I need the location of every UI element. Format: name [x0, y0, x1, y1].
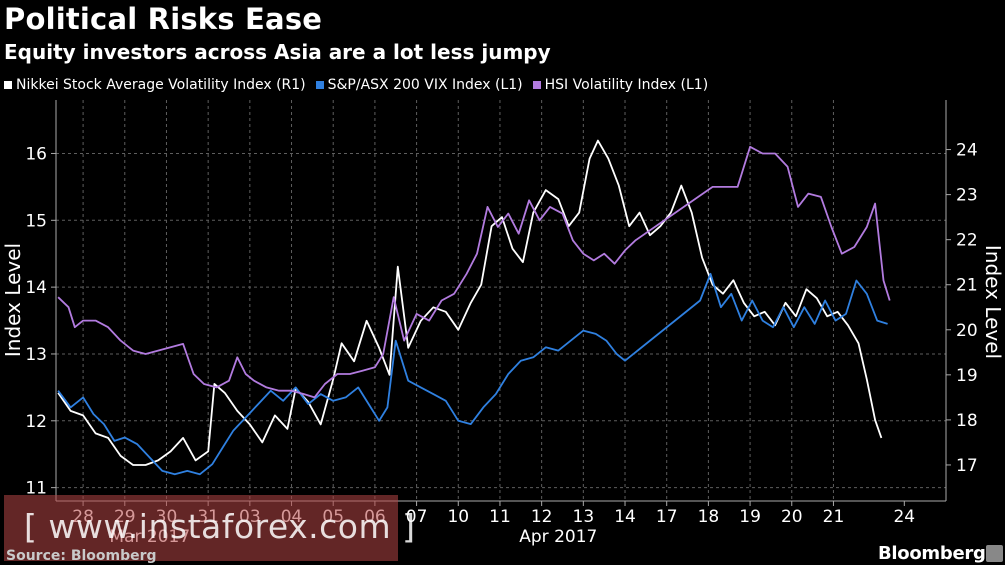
- y-tick-label-right: 17: [956, 456, 978, 476]
- legend-item-nikkei[interactable]: Nikkei Stock Average Volatility Index (R…: [4, 77, 306, 93]
- brand-logo: Bloomberg: [878, 543, 986, 564]
- y-tick-label-left: 13: [25, 345, 47, 365]
- y-tick-label-left: 12: [25, 412, 47, 432]
- watermark: [ www.instaforex.com ]: [4, 495, 415, 561]
- x-month-label: Apr 2017: [519, 527, 597, 547]
- x-tick-label: 12: [531, 507, 553, 527]
- legend-label-nikkei: Nikkei Stock Average Volatility Index (R…: [16, 77, 306, 93]
- brand-mark-icon: [986, 545, 1003, 562]
- y-tick-label-right: 20: [956, 321, 978, 341]
- y-tick-label-left: 11: [25, 479, 47, 499]
- x-tick-label: 24: [893, 507, 915, 527]
- y-axis-title-left: Index Level: [1, 243, 25, 357]
- y-tick-label-right: 23: [956, 186, 978, 206]
- x-tick-label: 17: [656, 507, 678, 527]
- series-layer: [57, 139, 891, 476]
- series-line-asx: [57, 272, 888, 476]
- y-tick-label-left: 16: [25, 144, 47, 164]
- series-line-nikkei: [57, 139, 883, 466]
- x-tick-label: 14: [614, 507, 636, 527]
- y-tick-label-right: 21: [956, 276, 978, 296]
- x-tick-label: 10: [447, 507, 469, 527]
- y-tick-label-right: 24: [956, 141, 978, 161]
- source-note: Source: Bloomberg: [6, 548, 157, 564]
- legend-label-hsi: HSI Volatility Index (L1): [544, 77, 709, 93]
- y-tick-label-right: 18: [956, 411, 978, 431]
- x-tick-label: 19: [739, 507, 761, 527]
- legend-swatch-hsi: [532, 81, 541, 89]
- legend: Nikkei Stock Average Volatility Index (R…: [4, 77, 708, 93]
- y-tick-label-right: 22: [956, 231, 978, 251]
- y-tick-label-left: 14: [25, 278, 47, 298]
- chart-title: Political Risks Ease: [4, 2, 323, 36]
- legend-swatch-nikkei: [4, 81, 12, 89]
- legend-swatch-asx: [315, 81, 324, 89]
- x-tick-label: 20: [781, 507, 803, 527]
- chart-subtitle: Equity investors across Asia are a lot l…: [4, 40, 551, 64]
- watermark-text: [ www.instaforex.com ]: [24, 507, 416, 546]
- axis-layer: 11 12 13 14 15 16 17 18 19 20 21 22 23 24 Index Level I…: [1, 100, 1005, 547]
- legend-item-asx[interactable]: S&P/ASX 200 VIX Index (L1): [315, 77, 523, 93]
- y-tick-label-left: 15: [25, 211, 47, 231]
- x-tick-label: 21: [823, 507, 845, 527]
- y-tick-label-right: 19: [956, 366, 978, 386]
- legend-label-asx: S&P/ASX 200 VIX Index (L1): [327, 77, 523, 93]
- legend-item-hsi[interactable]: HSI Volatility Index (L1): [532, 77, 709, 93]
- x-tick-label: 13: [573, 507, 595, 527]
- grid-layer: [56, 100, 946, 501]
- x-tick-label: 07: [406, 507, 428, 527]
- x-tick-label: 18: [698, 507, 720, 527]
- series-line-hsi: [57, 145, 891, 399]
- y-axis-title-right: Index Level: [981, 245, 1005, 359]
- x-tick-label: 11: [489, 507, 511, 527]
